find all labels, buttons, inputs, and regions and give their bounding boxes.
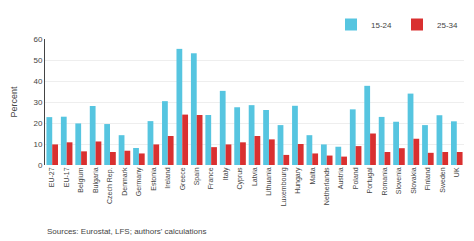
svg-text:15-24: 15-24 xyxy=(371,21,392,30)
svg-text:EU-27: EU-27 xyxy=(48,167,55,187)
svg-text:Latvia: Latvia xyxy=(251,167,258,186)
svg-text:Poland: Poland xyxy=(352,167,359,189)
svg-text:25-34: 25-34 xyxy=(437,21,458,30)
svg-text:Italy: Italy xyxy=(222,167,230,180)
svg-text:EU-17: EU-17 xyxy=(63,167,70,187)
svg-text:Bulgaria: Bulgaria xyxy=(92,167,100,193)
svg-text:Netherlands: Netherlands xyxy=(323,167,330,205)
svg-text:50: 50 xyxy=(33,56,42,65)
svg-text:Sweden: Sweden xyxy=(439,167,446,192)
svg-text:Austria: Austria xyxy=(337,167,344,189)
svg-text:Germany: Germany xyxy=(135,167,143,196)
svg-text:20: 20 xyxy=(33,119,42,128)
svg-text:Spain: Spain xyxy=(193,167,201,185)
svg-text:Denmark: Denmark xyxy=(121,167,128,196)
svg-text:Sources: Eurostat, LFS; author: Sources: Eurostat, LFS; authors' calcula… xyxy=(47,227,206,236)
svg-text:Portugal: Portugal xyxy=(366,167,374,194)
svg-text:Estonia: Estonia xyxy=(150,167,157,190)
svg-text:Luxembourg: Luxembourg xyxy=(280,167,288,206)
svg-text:Slovenia: Slovenia xyxy=(395,167,402,194)
svg-text:Finland: Finland xyxy=(424,167,431,190)
svg-text:0: 0 xyxy=(38,161,43,170)
svg-text:Belgium: Belgium xyxy=(77,167,85,192)
svg-text:Percent: Percent xyxy=(9,86,19,118)
svg-text:Hungary: Hungary xyxy=(294,167,302,194)
svg-text:Lithuania: Lithuania xyxy=(265,167,272,196)
svg-text:France: France xyxy=(207,167,214,189)
svg-text:60: 60 xyxy=(33,35,42,44)
svg-text:10: 10 xyxy=(33,140,42,149)
svg-text:30: 30 xyxy=(33,98,42,107)
svg-text:Slovakia: Slovakia xyxy=(410,167,417,194)
svg-text:Malta: Malta xyxy=(309,167,316,184)
svg-text:Cyprus: Cyprus xyxy=(236,167,244,190)
svg-text:Czech Rep.: Czech Rep. xyxy=(106,167,114,204)
svg-text:Romania: Romania xyxy=(381,167,388,195)
svg-text:UK: UK xyxy=(453,167,460,177)
svg-text:Ireland: Ireland xyxy=(164,167,171,189)
svg-text:Greece: Greece xyxy=(179,167,186,190)
svg-text:40: 40 xyxy=(33,77,42,86)
